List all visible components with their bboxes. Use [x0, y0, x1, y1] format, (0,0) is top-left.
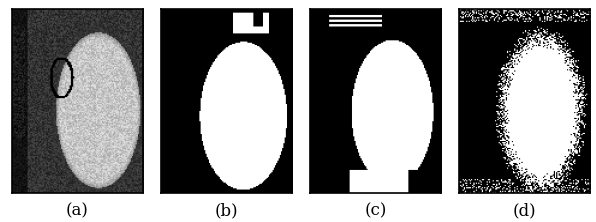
Text: (b): (b) [215, 202, 238, 219]
Text: (a): (a) [66, 202, 89, 219]
Text: (d): (d) [513, 202, 536, 219]
Text: (c): (c) [364, 202, 387, 219]
